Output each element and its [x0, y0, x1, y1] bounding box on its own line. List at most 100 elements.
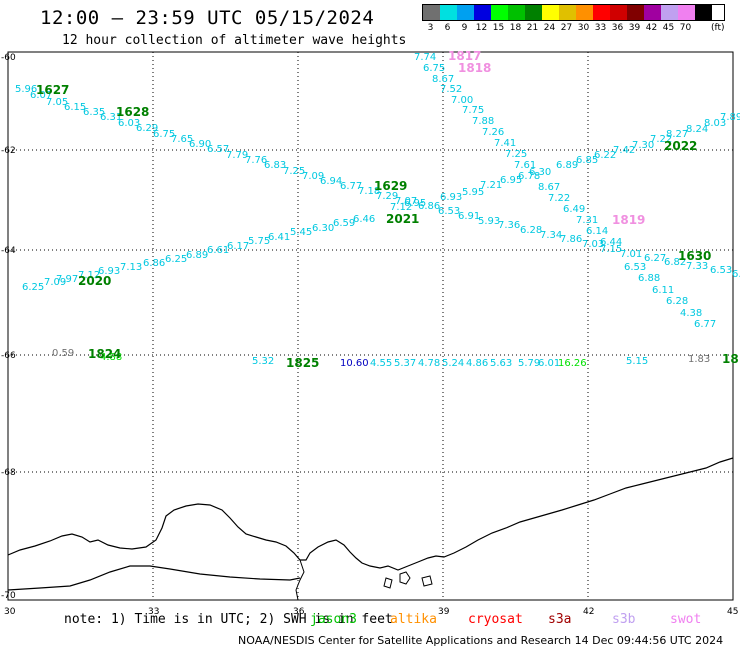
wave-height-value: 7.29	[376, 191, 398, 202]
wave-height-value: 6.59	[333, 218, 355, 229]
wave-height-value: 6.77	[694, 319, 716, 330]
wave-height-value: 6.86	[143, 258, 165, 269]
wave-height-value: 7.86	[560, 234, 582, 245]
antarctica-coastline	[7, 457, 734, 571]
footer-note: note: 1) Time is in UTC; 2) SWH is in fe…	[64, 612, 393, 627]
wave-height-value: 6.07	[30, 90, 52, 101]
wave-height-value: 6.25	[22, 282, 44, 293]
legend-label: 6	[444, 23, 451, 33]
wave-height-value: 6.25	[165, 254, 187, 265]
legend-label: 36	[611, 23, 624, 33]
legend-swatch	[610, 5, 627, 20]
island-small-2	[421, 575, 433, 587]
legend-label: 9	[461, 23, 468, 33]
wave-height-value: 6.28	[520, 225, 542, 236]
pass-id-label: 1825	[286, 356, 319, 370]
wave-height-value: 7.05	[46, 97, 68, 108]
wave-height-value: 6.29	[136, 123, 158, 134]
wave-height-value: 7.18	[358, 186, 380, 197]
wave-height-value: 5.79	[518, 358, 540, 369]
wave-height-value: 7.15	[600, 244, 622, 255]
wave-height-value: 6.5	[732, 269, 740, 280]
legend-swatch	[457, 5, 474, 20]
satellite-name: swot	[670, 612, 702, 627]
wave-height-value: 6.93	[440, 192, 462, 203]
wave-height-value: 5.15	[626, 356, 648, 367]
wave-height-value: 5.45	[290, 227, 312, 238]
legend-swatch	[627, 5, 644, 20]
legend-swatch	[678, 5, 695, 20]
wave-height-value: 6.78	[518, 171, 540, 182]
wave-height-value: 6.57	[207, 144, 229, 155]
legend-swatch	[644, 5, 661, 20]
wave-height-value: 6.86	[418, 201, 440, 212]
pass-id-label: 1818	[458, 61, 491, 75]
wave-height-value: 6.83	[264, 160, 286, 171]
pass-id-label: 1630	[678, 249, 711, 263]
island-shape	[295, 559, 305, 601]
wave-height-value: 7.21	[480, 180, 502, 191]
wave-height-value: 7.74	[414, 52, 436, 63]
wave-height-value: 6.89	[556, 160, 578, 171]
legend-color-bar	[422, 4, 725, 21]
wave-height-value: 6.82	[664, 257, 686, 268]
wave-height-value: 7.34	[540, 230, 562, 241]
wave-height-value: 6.75	[423, 63, 445, 74]
wave-height-value: 6.49	[563, 204, 585, 215]
wave-height-value: 6.91	[458, 211, 480, 222]
wave-height-value: 6.90	[189, 139, 211, 150]
wave-height-value: 5.37	[394, 358, 416, 369]
legend-label: 3	[427, 23, 434, 33]
wave-height-value: 6.15	[64, 102, 86, 113]
wave-height-value: 7.07	[395, 196, 417, 207]
grid-lines	[8, 52, 733, 600]
wave-height-value: 7.09	[302, 171, 324, 182]
wave-height-value: 6.11	[652, 285, 674, 296]
wave-height-value: 4.86	[466, 358, 488, 369]
wave-height-value: 16.26	[558, 358, 587, 369]
wave-height-value: 7.30	[632, 140, 654, 151]
lon-label: 45	[727, 607, 738, 617]
legend-swatch	[593, 5, 610, 20]
pass-id-label: 1824	[88, 347, 121, 361]
legend-swatch	[661, 5, 678, 20]
wave-height-value: 7.65	[171, 134, 193, 145]
legend-label: 15	[492, 23, 505, 33]
wave-height-value: 6.88	[638, 273, 660, 284]
wave-height-value: 7.22	[548, 193, 570, 204]
wave-height-value: 0.59	[52, 348, 74, 359]
wave-height-value: 4.88	[100, 352, 122, 363]
wave-height-value: 6.53	[710, 265, 732, 276]
wave-height-value: 5.24	[442, 358, 464, 369]
wave-height-value: 4.38	[680, 308, 702, 319]
wave-height-value: 8.03	[704, 118, 726, 129]
lon-label: 33	[148, 607, 159, 617]
wave-height-value: 6.89	[186, 250, 208, 261]
wave-height-value: 5.32	[252, 356, 274, 367]
chart-subtitle: 12 hour collection of altimeter wave hei…	[62, 33, 407, 48]
wave-height-value: 8.27	[666, 129, 688, 140]
wave-height-value: 7.25	[505, 149, 527, 160]
wave-height-value: 6.93	[98, 266, 120, 277]
wave-height-value: 7.12	[390, 202, 412, 213]
wave-height-value: 7.33	[686, 261, 708, 272]
wave-height-value: 5.96	[15, 84, 37, 95]
wave-height-value: 6.44	[600, 237, 622, 248]
wave-height-value: 6.77	[340, 181, 362, 192]
legend-swatch	[423, 5, 440, 20]
wave-height-value: 7.79	[226, 150, 248, 161]
wave-height-value: 8.24	[686, 124, 708, 135]
legend-label: 12	[475, 23, 488, 33]
wave-height-value: 6.31	[100, 112, 122, 123]
lat-label: -66	[1, 351, 16, 361]
wave-height-value: 7.03	[582, 239, 604, 250]
satellite-name: cryosat	[468, 612, 523, 627]
wave-height-value: 6.01	[538, 358, 560, 369]
axis-labels: -60 -62 -64 -66 -68 -70 30 33 36 39 42 4…	[1, 53, 738, 617]
map-frame	[7, 51, 734, 601]
wave-height-value: 6.53	[624, 262, 646, 273]
wave-height-value: 7.41	[494, 138, 516, 149]
legend-swatch	[576, 5, 593, 20]
wave-height-value: 6.53	[438, 206, 460, 217]
